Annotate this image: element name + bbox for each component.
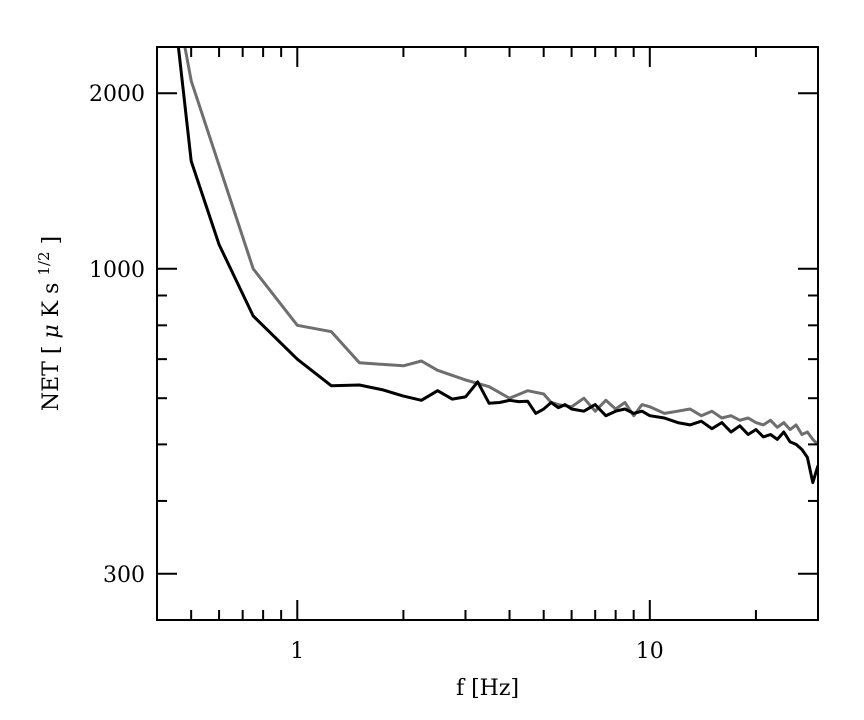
x-tick-label: 10 [636,639,664,664]
y-tick-label: 2000 [89,82,145,107]
y-axis-label-unit: K s [39,283,64,318]
y-axis-label-prefix: NET [ [39,346,64,412]
y-axis-label: NET [ μ K s 1/2 ] [30,236,64,411]
y-axis-label-mu: μ [39,324,64,338]
series-line-black [176,47,818,485]
series-line-grey [183,47,818,446]
y-axis-label-exponent: 1/2 [35,251,53,275]
x-tick-label: 1 [290,639,304,664]
x-axis-label: f [Hz] [456,676,519,701]
y-axis-label-suffix: ] [39,236,64,245]
y-tick-label: 1000 [89,258,145,283]
plot-frame [156,46,819,621]
y-tick-label: 300 [103,563,145,588]
